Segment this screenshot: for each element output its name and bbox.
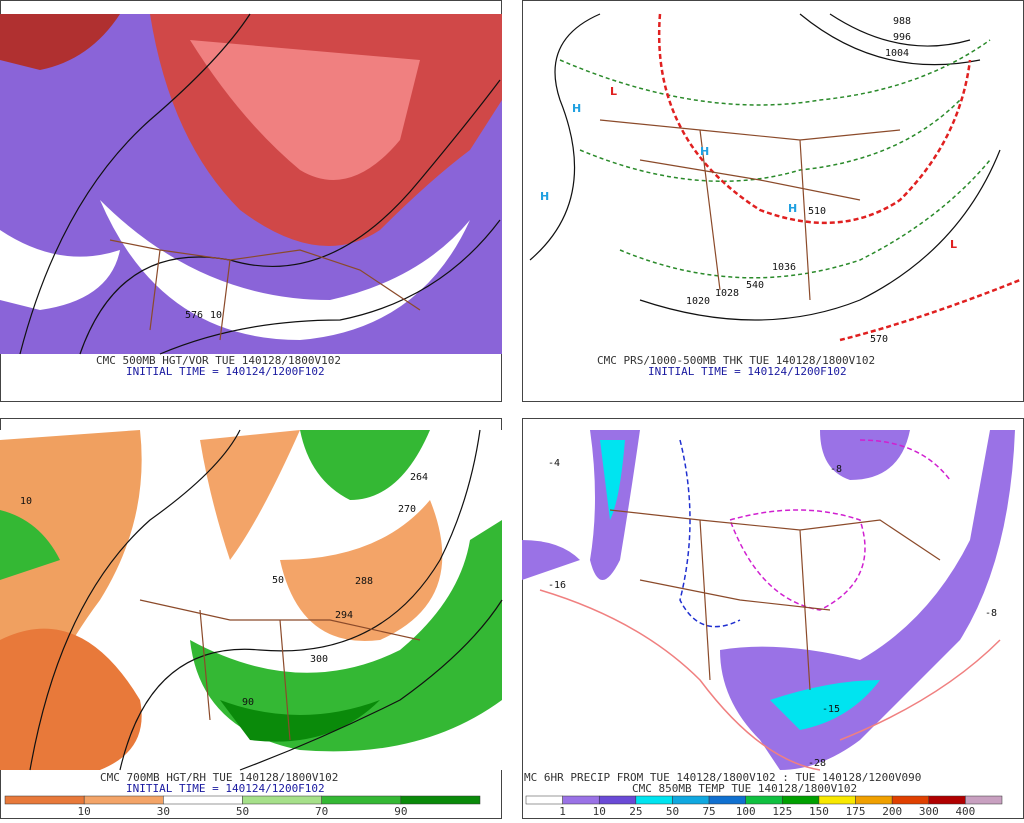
colorbar-swatch xyxy=(163,795,243,805)
isobar-label: 1028 xyxy=(715,288,739,299)
contour-label: 270 xyxy=(398,504,416,515)
temp-label: -16 xyxy=(548,580,566,591)
colorbar: 1 10 25 50 75 100 125 150 175 200 300 400 xyxy=(525,795,1003,818)
low-label: L xyxy=(950,238,957,251)
colorbar-swatch xyxy=(928,795,966,805)
colorbar-label: 125 xyxy=(772,805,792,818)
temp-label: -4 xyxy=(548,458,560,469)
colorbar-label: 1 xyxy=(559,805,566,818)
caption: CMC 500MB HGT/VOR TUE 140128/1800V102 xyxy=(96,354,341,367)
colorbar-swatch xyxy=(598,795,637,805)
colorbar-label: 75 xyxy=(702,805,715,818)
caption-sub: CMC 850MB TEMP TUE 140128/1800V102 xyxy=(632,782,857,795)
colorbar-swatch xyxy=(891,795,930,805)
colorbar-swatch xyxy=(818,795,856,805)
rh-label: 10 xyxy=(20,496,32,507)
thickness-label: 570 xyxy=(870,334,888,345)
isobar-label: 1004 xyxy=(885,48,909,59)
isobar-label: 996 xyxy=(893,32,911,43)
colorbar-swatch xyxy=(400,795,481,805)
colorbar-label: 200 xyxy=(882,805,902,818)
caption: CMC 700MB HGT/RH TUE 140128/1800V102 xyxy=(100,771,338,784)
caption: MC 6HR PRECIP FROM TUE 140128/1800V102 :… xyxy=(524,771,921,784)
isobar-label: 988 xyxy=(893,16,911,27)
colorbar-label: 100 xyxy=(736,805,756,818)
colorbar-swatch xyxy=(242,795,322,805)
colorbar-swatch xyxy=(708,795,746,805)
temp-label: -28 xyxy=(808,758,826,769)
initial-time: INITIAL TIME = 140124/1200F102 xyxy=(126,365,325,378)
colorbar-label: 400 xyxy=(955,805,975,818)
temp-label: -8 xyxy=(985,608,997,619)
colorbar-label: 10 xyxy=(78,805,91,818)
high-label: H xyxy=(540,190,549,203)
thickness-label: 540 xyxy=(746,280,764,291)
rh-label: 50 xyxy=(272,575,284,586)
colorbar-label: 10 xyxy=(593,805,606,818)
colorbar-swatch xyxy=(745,795,783,805)
colorbar-label: 300 xyxy=(919,805,939,818)
isobar-label: 1036 xyxy=(772,262,796,273)
caption: CMC PRS/1000-500MB THK TUE 140128/1800V1… xyxy=(597,354,875,367)
colorbar-label: 25 xyxy=(629,805,642,818)
colorbar-swatch xyxy=(672,795,710,805)
colorbar-label: 70 xyxy=(315,805,328,818)
colorbar-swatch xyxy=(782,795,820,805)
panel-700mb: 288 294 300 270 264 10 50 90 CMC 700MB H… xyxy=(0,418,503,819)
high-label: H xyxy=(572,102,581,115)
colorbar-label: 90 xyxy=(394,805,407,818)
colorbar-label: 50 xyxy=(666,805,679,818)
initial-time: INITIAL TIME = 140124/1200F102 xyxy=(648,365,847,378)
colorbar-swatch xyxy=(4,795,85,805)
high-label: H xyxy=(700,145,709,158)
contour-label: 300 xyxy=(310,654,328,665)
contour-label: 10 xyxy=(210,310,222,321)
colorbar-swatch xyxy=(965,795,1003,805)
colorbar-swatch xyxy=(525,795,563,805)
colorbar-swatch xyxy=(321,795,402,805)
colorbar-swatch xyxy=(83,795,164,805)
colorbar-swatch xyxy=(855,795,893,805)
colorbar-label: 175 xyxy=(846,805,866,818)
temp-label: -15 xyxy=(822,704,840,715)
colorbar: 10 30 50 70 90 xyxy=(4,795,481,818)
colorbar-label: 50 xyxy=(236,805,249,818)
low-label: L xyxy=(610,85,617,98)
contour-label: 576 xyxy=(185,310,203,321)
colorbar-swatch xyxy=(562,795,600,805)
temp-label: -8 xyxy=(830,464,842,475)
isobar-label: 1020 xyxy=(686,296,710,307)
colorbar-label: 150 xyxy=(809,805,829,818)
contour-label: 264 xyxy=(410,472,428,483)
panel-500mb: 576 10 CMC 500MB HGT/VOR TUE 140128/1800… xyxy=(0,0,502,402)
colorbar-swatch xyxy=(635,795,673,805)
initial-time: INITIAL TIME = 140124/1200F102 xyxy=(126,782,325,795)
thickness-label: 510 xyxy=(808,206,826,217)
panel-precip: -16 -8 -4 -15 -28 -8 MC 6HR PRECIP FROM … xyxy=(522,418,1024,819)
contour-label: 294 xyxy=(335,610,353,621)
high-label: H xyxy=(788,202,797,215)
contour-label: 288 xyxy=(355,576,373,587)
colorbar-label: 30 xyxy=(157,805,170,818)
panel-pressure: H H H H L L 988 996 1004 1036 1028 1020 … xyxy=(522,0,1024,402)
rh-label: 90 xyxy=(242,697,254,708)
